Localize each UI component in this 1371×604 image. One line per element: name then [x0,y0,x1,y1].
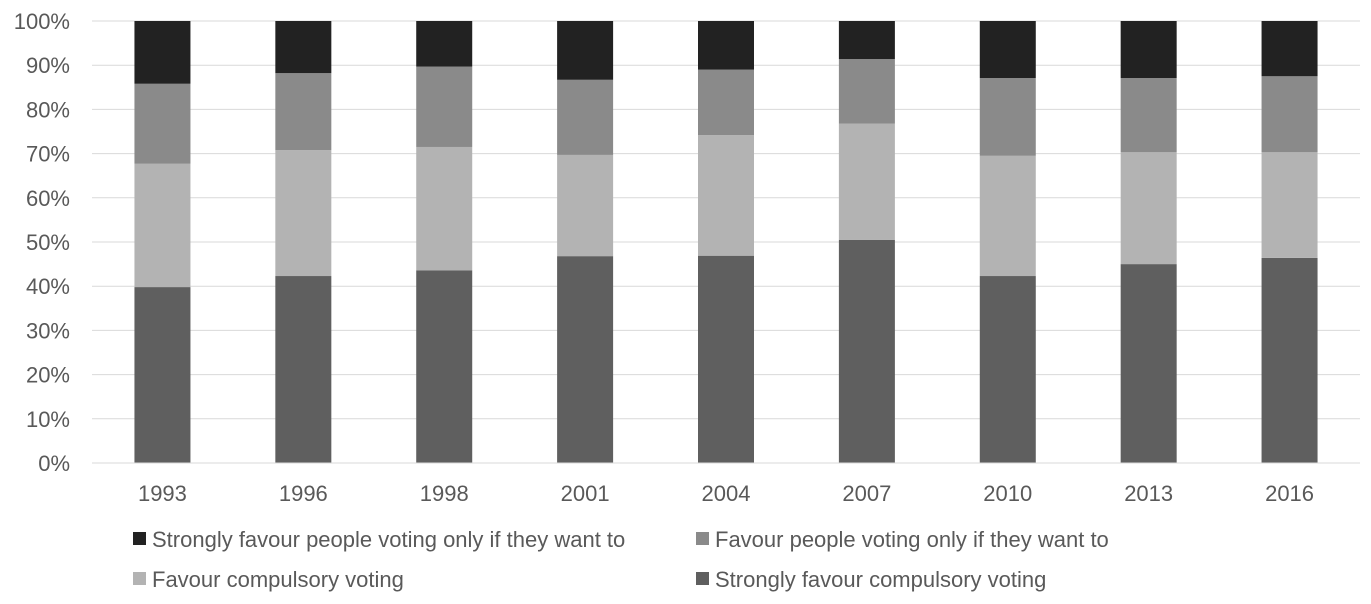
bar-segment [275,276,332,463]
bar-stack-1996 [275,21,332,463]
bar-stack-2001 [557,21,614,463]
bar-segment [557,256,614,463]
bar-stack-2016 [1261,21,1318,463]
y-tick-label: 50% [26,230,70,255]
bar-segment [698,255,754,463]
bar-segment [416,146,473,271]
bar-segment [979,276,1036,463]
x-tick-label: 2016 [1265,481,1314,506]
bar-segment [1261,257,1318,463]
x-tick-label: 2007 [842,481,891,506]
bar-stack-2007 [838,21,895,463]
bar-segment [979,78,1036,156]
bar-segment [557,21,614,80]
bar-segment [979,21,1036,79]
legend-swatch [696,532,709,545]
bar-segment [416,21,473,67]
bar-segment [1120,264,1177,463]
legend-swatch [133,532,146,545]
x-axis-tick-labels: 1993 1996 1998 2001 2004 2007 2010 2013 2016 [138,481,1314,506]
bar-segment [275,73,332,151]
bar-segment [698,69,754,136]
bar-stack-1993 [134,21,191,463]
legend-label: Strongly favour compulsory voting [715,567,1046,592]
bar-segment [557,79,614,155]
bar-segment [275,21,332,74]
y-tick-label: 70% [26,142,70,167]
y-tick-label: 10% [26,407,70,432]
bar-segment [838,59,895,124]
bar-segment [134,21,191,84]
bar-segment [1261,21,1318,77]
legend-swatch [696,572,709,585]
bar-segment [698,21,754,70]
bar-segment [838,123,895,240]
x-tick-label: 2013 [1124,481,1173,506]
x-tick-label: 2004 [702,481,751,506]
bar-segment [698,135,754,256]
x-tick-label: 1996 [279,481,328,506]
y-tick-label: 90% [26,53,70,78]
bar-segment [838,21,895,60]
y-tick-label: 60% [26,186,70,211]
y-tick-label: 0% [38,451,70,476]
legend-item: Strongly favour compulsory voting [696,567,1046,592]
y-axis-tick-labels: 0% 10% 20% 30% 40% 50% 60% 70% 80% 90% 100% [14,9,70,476]
bar-segment [557,154,614,257]
bar-stack-2010 [979,21,1036,463]
bar-stack-1998 [416,21,473,463]
bar-segment [1261,76,1318,153]
bar-segment [134,287,191,463]
bar-stack-2013 [1120,21,1177,463]
bar-segment [1120,78,1177,153]
legend-item: Favour people voting only if they want t… [696,527,1109,552]
legend-item: Strongly favour people voting only if th… [133,527,625,552]
bar-segment [979,155,1036,277]
bar-segment [416,66,473,147]
bar-stack-2004 [698,21,754,463]
legend-label: Strongly favour people voting only if th… [152,527,625,552]
bar-segment [134,83,191,164]
y-tick-label: 100% [14,9,70,34]
y-tick-label: 20% [26,363,70,388]
bar-segment [275,150,332,277]
x-tick-label: 2010 [983,481,1032,506]
legend-swatch [133,572,146,585]
y-tick-label: 40% [26,274,70,299]
bar-segment [1120,21,1177,79]
x-tick-label: 2001 [561,481,610,506]
y-tick-label: 30% [26,318,70,343]
legend-label: Favour people voting only if they want t… [715,527,1109,552]
bar-segment [1120,152,1177,265]
legend-item: Favour compulsory voting [133,567,404,592]
bar-segment [1261,152,1318,258]
legend: Strongly favour people voting only if th… [133,527,1109,592]
y-tick-label: 80% [26,97,70,122]
bar-segment [416,270,473,463]
x-tick-label: 1998 [420,481,469,506]
bar-segment [838,239,895,463]
bar-segment [134,163,191,288]
x-tick-label: 1993 [138,481,187,506]
bars [134,21,1318,463]
legend-label: Favour compulsory voting [152,567,404,592]
